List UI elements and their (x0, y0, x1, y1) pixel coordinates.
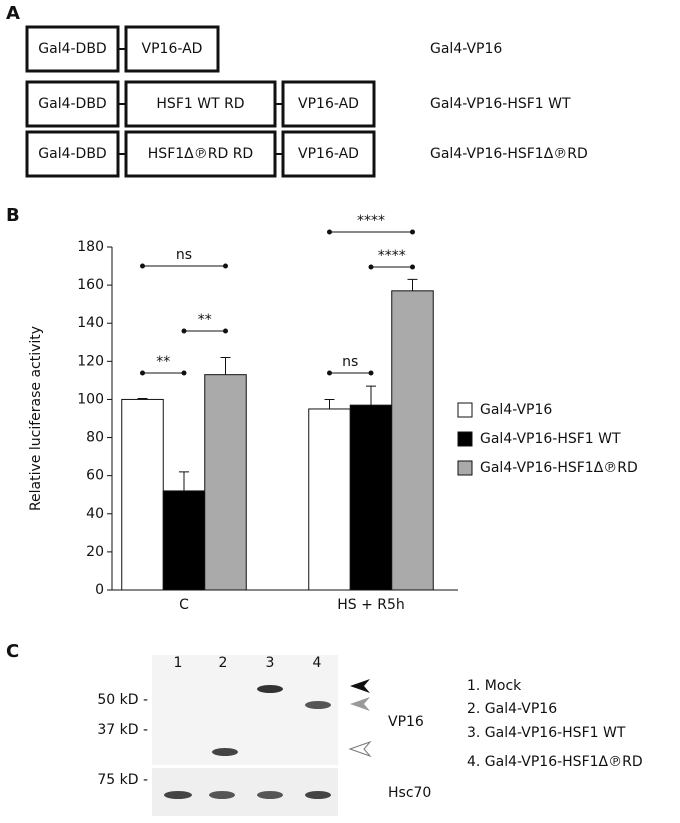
lane-legend: 2. Gal4-VP16 (467, 701, 557, 717)
arrowhead (348, 740, 372, 758)
domain-label: VP16-AD (298, 96, 359, 112)
domain-label: VP16-AD (142, 41, 203, 57)
domain-label: VP16-AD (298, 146, 359, 162)
mw-marker: 75 kD - (97, 772, 148, 788)
y-tick-label: 0 (95, 582, 104, 598)
bar (308, 408, 351, 591)
domain-label: Gal4-DBD (38, 41, 106, 57)
band (305, 701, 331, 709)
domain-box (25, 130, 120, 178)
domain-box (25, 80, 120, 128)
band (164, 791, 192, 799)
band (257, 685, 283, 693)
legend-swatch (457, 431, 473, 447)
construct-name: Gal4-VP16 (430, 41, 502, 57)
lane-legend: 4. Gal4-VP16-HSF1Δ℗RD (467, 754, 643, 770)
bar (349, 404, 393, 591)
band (209, 791, 235, 799)
legend-label: Gal4-VP16 (480, 402, 552, 418)
arrowhead (350, 679, 370, 693)
y-tick-label: 180 (77, 239, 104, 255)
y-tick-label: 40 (86, 506, 104, 522)
y-tick-label: 140 (77, 315, 104, 331)
blot-label: VP16 (388, 714, 424, 730)
sig-label: **** (378, 248, 406, 264)
blot-bg (152, 655, 338, 765)
sig-dot (181, 370, 187, 376)
construct-name: Gal4-VP16-HSF1Δ℗RD (430, 146, 588, 162)
domain-box (281, 80, 376, 128)
mw-marker: 37 kD - (97, 722, 148, 738)
lane-label: 1 (174, 655, 183, 671)
sig-dot (223, 263, 228, 269)
sig-label: ns (176, 247, 192, 263)
panel-label: B (6, 205, 20, 226)
lane-label: 4 (313, 655, 322, 671)
domain-label: HSF1Δ℗RD RD (148, 146, 253, 162)
sig-label: **** (357, 213, 385, 229)
lane-legend: 3. Gal4-VP16-HSF1 WT (467, 725, 626, 741)
error-bar (220, 357, 231, 375)
sig-dot (181, 328, 187, 334)
sig-label: ** (156, 354, 170, 370)
legend-swatch (457, 460, 473, 476)
y-axis-title: Relative luciferase activity (28, 326, 44, 511)
panel-label: A (6, 3, 20, 24)
panel-label: C (6, 641, 19, 662)
mw-marker: 50 kD - (97, 692, 148, 708)
bar (121, 398, 164, 591)
error-bar (366, 385, 376, 406)
band (305, 791, 331, 799)
error-bar (179, 471, 189, 491)
sig-dot (410, 264, 415, 270)
sig-dot (368, 264, 374, 270)
sig-dot (368, 370, 374, 376)
sig-dot (140, 263, 145, 269)
arrowhead (350, 697, 370, 711)
lane-label: 3 (266, 655, 275, 671)
domain-box (124, 25, 220, 73)
domain-label: HSF1 WT RD (156, 96, 244, 112)
domain-box (25, 25, 120, 73)
blot-label: Hsc70 (388, 785, 431, 801)
sig-label: ns (342, 354, 358, 370)
y-tick-label: 120 (77, 353, 104, 369)
domain-label: Gal4-DBD (38, 146, 106, 162)
sig-dot (410, 229, 415, 235)
lane-label: 2 (219, 655, 228, 671)
sig-dot (140, 370, 145, 376)
sig-dot (327, 370, 332, 376)
legend-swatch (457, 402, 473, 418)
error-bar (407, 278, 418, 291)
x-tick-label: C (179, 597, 189, 613)
band (212, 748, 238, 756)
sig-dot (223, 328, 228, 334)
lane-legend: 1. Mock (467, 678, 522, 694)
sig-label: ** (198, 312, 212, 328)
x-tick-label: HS + R5h (337, 597, 405, 613)
y-tick-label: 60 (86, 468, 104, 484)
legend-label: Gal4-VP16-HSF1 WT (480, 431, 621, 447)
domain-box (281, 130, 376, 178)
y-tick-label: 100 (77, 391, 104, 407)
sig-dot (327, 229, 332, 235)
domain-label: Gal4-DBD (38, 96, 106, 112)
bar (391, 290, 434, 591)
y-tick-label: 20 (86, 544, 104, 560)
y-tick-label: 160 (77, 277, 104, 293)
error-bar (324, 398, 335, 409)
construct-name: Gal4-VP16-HSF1 WT (430, 96, 571, 112)
bar (162, 490, 206, 591)
error-bar (137, 397, 148, 400)
y-tick-label: 80 (86, 430, 104, 446)
bar (204, 374, 247, 591)
band (257, 791, 283, 799)
legend-label: Gal4-VP16-HSF1Δ℗RD (480, 460, 638, 476)
